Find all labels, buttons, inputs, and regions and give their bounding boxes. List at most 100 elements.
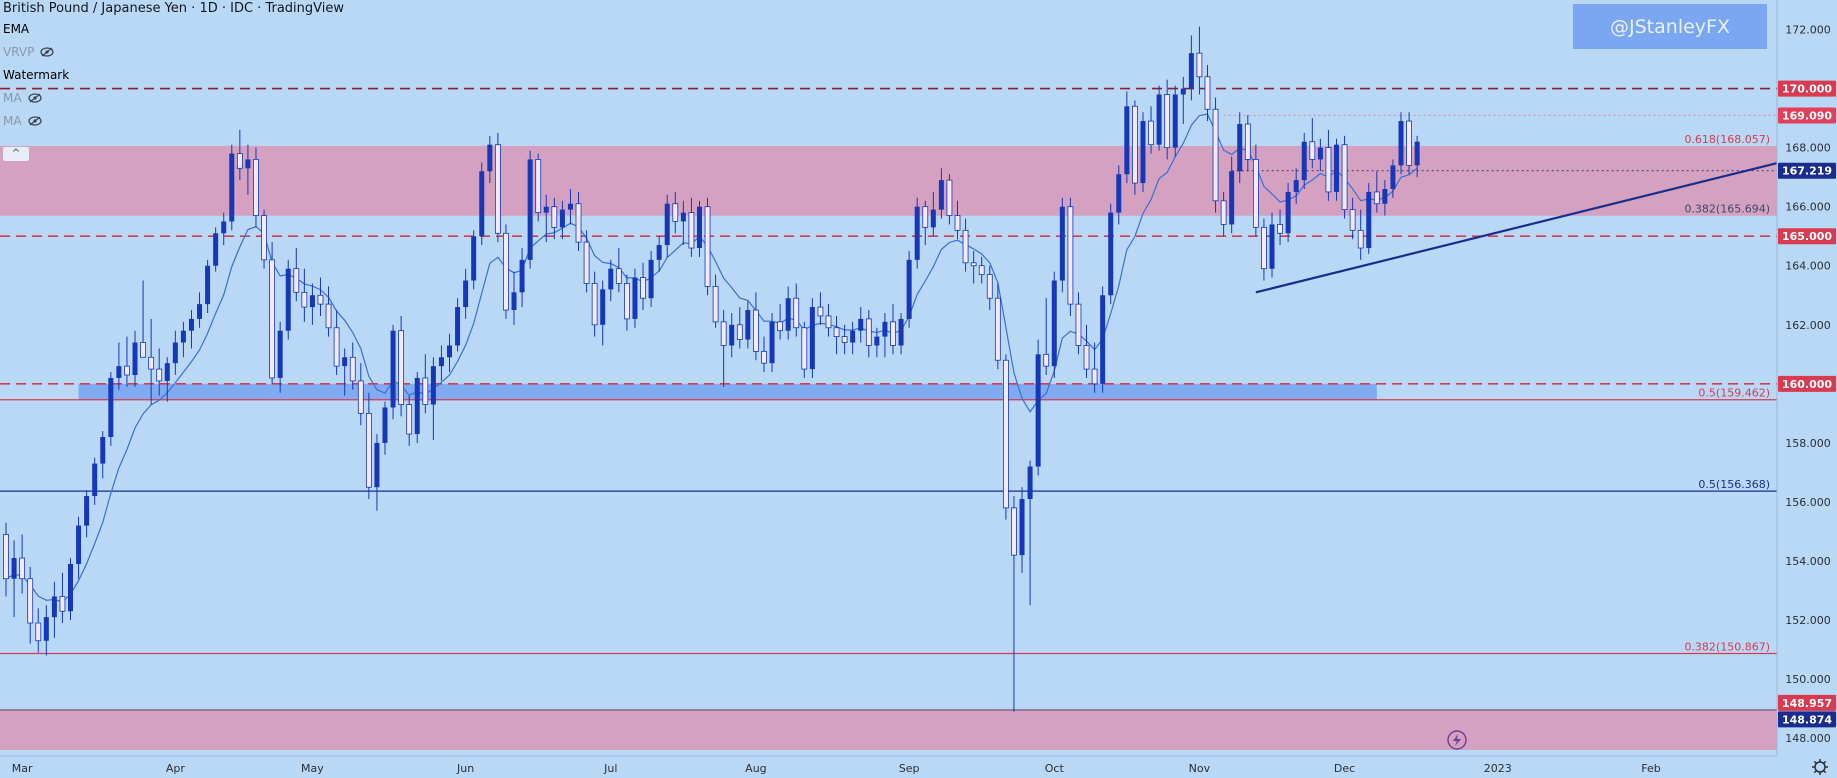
indicator-2[interactable]: Watermark (3, 68, 69, 82)
candle-body (11, 558, 17, 579)
candle-body (172, 342, 178, 364)
candle-body (59, 596, 66, 612)
candle (672, 191, 679, 234)
y-tick-label: 166.000 (1785, 201, 1831, 214)
candle (116, 342, 122, 390)
candle-body (156, 368, 163, 382)
candle-body (914, 206, 920, 260)
candle-body (712, 286, 719, 323)
price-label-3: 165.000 (1782, 230, 1832, 243)
candle (591, 271, 598, 337)
candle-body (1229, 171, 1235, 225)
candle-body (293, 268, 300, 293)
candle-body (76, 525, 82, 564)
candle (205, 259, 211, 313)
candle-body (1309, 141, 1316, 160)
x-tick-label: Aug (745, 762, 766, 775)
candle (1035, 339, 1041, 476)
candle-body (970, 262, 977, 267)
candle-body (43, 617, 49, 641)
candle (68, 558, 74, 621)
collapse-legend-button[interactable]: ^ (3, 147, 29, 161)
symbol-title: British Pound / Japanese Yen · 1D · IDC … (3, 1, 344, 16)
candle-body (1366, 191, 1372, 249)
candle (825, 304, 832, 337)
fib-label-3: 0.5(156.368) (1698, 478, 1770, 491)
candle-body (1252, 159, 1259, 228)
candle (1196, 26, 1203, 95)
candle (962, 218, 969, 272)
candle (600, 280, 606, 346)
eye-hidden-icon[interactable] (27, 116, 42, 126)
candle (261, 209, 267, 269)
candle-body (769, 321, 775, 364)
candle (850, 321, 856, 355)
candle (180, 321, 186, 358)
eye-hidden-icon[interactable] (27, 93, 42, 103)
candle-body (1204, 76, 1211, 110)
candle (374, 434, 380, 511)
candle-body (1334, 144, 1339, 192)
candle (1027, 460, 1033, 606)
gear-tooth (1813, 770, 1817, 774)
candle-body (882, 321, 888, 337)
alert-bolt-glyph (1453, 734, 1461, 746)
candle-body (632, 277, 638, 319)
candle-body (874, 336, 880, 346)
candle (954, 200, 961, 240)
candle (349, 342, 356, 390)
candle-body (269, 259, 275, 379)
indicator-4[interactable]: MA (3, 114, 42, 128)
candle-body (1237, 124, 1243, 172)
candle-body (583, 241, 590, 284)
candle-body (729, 324, 735, 346)
candle-body (1124, 106, 1130, 175)
candle (422, 354, 429, 414)
indicator-3[interactable]: MA (3, 91, 42, 105)
candle (277, 321, 283, 393)
candle-body (140, 342, 146, 358)
candle-body (213, 233, 219, 266)
candle-body (1196, 52, 1203, 78)
watermark-badge: @JStanleyFX (1573, 4, 1767, 49)
x-tick-label: May (301, 762, 324, 775)
candle (882, 312, 888, 358)
candle (479, 162, 485, 246)
candle-body (229, 153, 235, 222)
candle (140, 280, 146, 358)
x-tick-label: Sep (899, 762, 920, 775)
candle-body (221, 221, 227, 234)
candle (1373, 171, 1380, 213)
y-tick-label: 162.000 (1785, 319, 1831, 332)
indicator-1[interactable]: VRVP (3, 45, 54, 59)
candle-body (317, 294, 324, 305)
candle-body (1293, 180, 1299, 192)
candle-body (1180, 88, 1186, 95)
candle (559, 200, 565, 240)
candle (197, 292, 203, 328)
candle-body (736, 324, 743, 340)
candle (325, 286, 332, 337)
candle-body (253, 159, 259, 216)
candle-body (1349, 209, 1356, 231)
gear-tooth (1823, 760, 1827, 764)
candle (527, 150, 533, 269)
candle-body (567, 203, 573, 210)
candle-body (100, 437, 106, 464)
candle (414, 372, 420, 443)
candle-body (390, 330, 396, 408)
indicator-0[interactable]: EMA (3, 22, 29, 36)
candle-body (164, 363, 170, 381)
candle-body (1027, 466, 1033, 500)
candle-body (357, 380, 364, 414)
candle (43, 605, 49, 656)
eye-hidden-icon[interactable] (40, 47, 54, 57)
candle-body (1002, 359, 1009, 509)
candle (858, 307, 864, 343)
candle-body (1019, 499, 1025, 556)
candle-body (1382, 188, 1388, 204)
candle-body (1341, 144, 1348, 211)
candle-body (148, 356, 155, 370)
